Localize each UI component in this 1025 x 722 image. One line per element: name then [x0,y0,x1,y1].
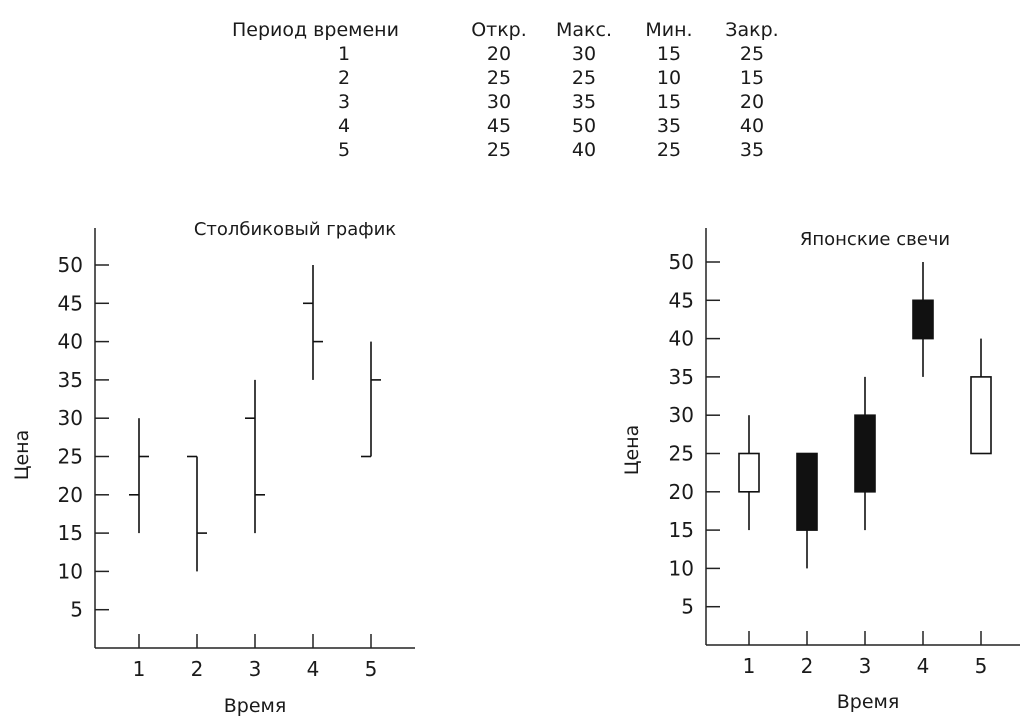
y-axis-label: Цена [11,430,33,481]
table-cell: 35 [656,115,682,137]
y-tick-label: 50 [669,250,694,274]
table-cell: 10 [656,67,682,89]
y-tick-label: 45 [669,288,694,312]
candle-body-down [912,299,934,340]
table-cell: 25 [571,67,597,89]
candle-body-up [970,376,992,455]
chart-title: Японские свечи [800,229,950,250]
table-cell: 40 [571,139,597,161]
x-tick-label: 1 [133,657,146,681]
candle-body-up [738,452,760,493]
y-tick-label: 30 [669,403,694,427]
x-tick-label: 4 [307,657,320,681]
table-cell: 25 [739,43,765,65]
table-cell: 35 [571,91,597,113]
ohlc-bar-1 [129,418,149,534]
x-tick-label: 5 [365,657,378,681]
ohlc-bar-2 [187,455,207,572]
y-tick-label: 40 [58,330,83,354]
table-row: 4 45 50 35 40 [232,114,792,138]
y-tick-label: 45 [58,291,83,315]
y-tick-label: 15 [58,521,83,545]
candle-3 [854,376,876,531]
table-cell: 15 [656,43,682,65]
table-cell: 3 [337,91,351,113]
y-tick-label: 20 [58,483,83,507]
x-axis-label: Время [837,691,900,713]
table-cell: 25 [486,139,512,161]
table-cell: 5 [337,139,351,161]
table-cell: 2 [337,67,351,89]
table-cell: 50 [571,115,597,137]
header-high: Макс. [556,19,612,41]
table-cell: 45 [486,115,512,137]
x-tick-label: 5 [975,654,988,678]
x-tick-label: 2 [801,654,814,678]
y-axis-label: Цена [621,425,643,476]
y-tick-label: 10 [58,559,83,583]
x-tick-label: 3 [249,657,262,681]
table-row: 2 25 25 10 15 [232,66,792,90]
x-axis-label: Время [224,695,287,717]
candle-1 [738,415,760,531]
table-cell: 35 [739,139,765,161]
table-cell: 4 [337,115,351,137]
header-period: Период времени [232,19,399,41]
y-tick-label: 30 [58,406,83,430]
candle-4 [912,262,934,377]
table-body: 1 20 30 15 25 2 25 25 10 15 3 30 35 15 20 4 45 50 35 40 5 25 4… [232,42,792,162]
y-tick-label: 35 [58,368,83,392]
x-tick-label: 3 [859,654,872,678]
table-cell: 20 [739,91,765,113]
ohlc-bar-5 [361,341,381,458]
y-tick-label: 5 [681,595,694,619]
table-row: 3 30 35 15 20 [232,90,792,114]
y-tick-label: 10 [669,556,694,580]
x-tick-label: 4 [917,654,930,678]
x-tick-label: 2 [191,657,204,681]
y-tick-label: 5 [70,598,83,622]
table-cell: 30 [486,91,512,113]
y-tick-label: 35 [669,365,694,389]
candle-5 [970,338,992,455]
table-cell: 1 [337,43,351,65]
y-tick-label: 25 [58,445,83,469]
y-tick-label: 20 [669,480,694,504]
y-tick-label: 40 [669,327,694,351]
y-tick-label: 15 [669,518,694,542]
candle-body-down [854,414,876,493]
table-cell: 30 [571,43,597,65]
table-row: 1 20 30 15 25 [232,42,792,66]
ohlc-bar-4 [303,265,323,380]
chart-title: Столбиковый график [194,219,396,240]
table-row: 5 25 40 25 35 [232,138,792,162]
x-tick-label: 1 [743,654,756,678]
table-header-row: Период времени Откр. Макс. Мин. Закр. [232,18,792,42]
table-cell: 15 [739,67,765,89]
table-cell: 25 [486,67,512,89]
y-tick-label: 25 [669,442,694,466]
header-close: Закр. [725,19,779,41]
table-cell: 15 [656,91,682,113]
ohlc-bar-3 [245,379,265,534]
y-tick-label: 50 [58,253,83,277]
header-low: Мин. [645,19,693,41]
table-cell: 25 [656,139,682,161]
header-open: Откр. [471,19,527,41]
candle-2 [796,452,818,569]
table-cell: 20 [486,43,512,65]
table-cell: 40 [739,115,765,137]
candle-body-down [796,452,818,531]
